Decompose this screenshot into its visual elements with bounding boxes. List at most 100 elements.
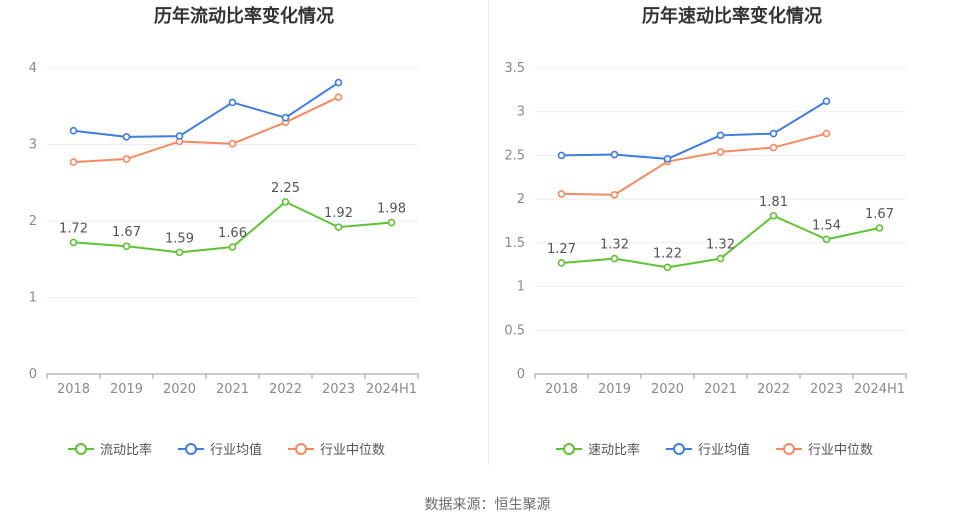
legend-item: 行业中位数 [776,443,873,458]
data-point [228,139,237,148]
x-tick-label: 2018 [545,382,578,397]
x-tick-label: 2020 [651,382,684,397]
legend-item: 行业均值 [178,442,262,458]
data-label: 1.22 [653,246,682,261]
data-point [387,218,396,227]
data-point [663,263,672,272]
data-point [69,158,78,166]
current-ratio-chart: 0 1 2 3 4 2018 2019 2020 2021 2022 2023 2024H1 1.72 1… [29,61,419,458]
data-point [334,93,343,101]
legend-label: 行业均值 [210,442,262,458]
x-tick-label: 2023 [810,382,843,397]
y-tick-label: 0.5 [504,323,525,338]
quick-ratio-chart: 0 0.5 1 1.5 2 2.5 3 3.5 2018 2019 2020 2021 2022 2023… [504,61,907,458]
data-point [875,224,884,232]
data-point [716,148,725,156]
legend-label: 行业均值 [698,442,750,458]
data-label: 1.67 [865,207,894,222]
legend-swatch-marker [783,443,795,455]
x-tick-label: 2019 [110,382,143,397]
data-point [334,223,343,231]
current-ratio-panel: 历年流动比率变化情况 0 1 2 3 4 2018 2019 2020 2021 2022 2023… [0,0,488,480]
data-label: 1.66 [218,226,247,241]
quick-ratio-panel: 历年速动比率变化情况 0 0.5 1 1.5 2 2.5 3 3.5 2018 2019 2020 2… [488,0,975,480]
data-point [716,131,725,140]
data-point [610,190,619,199]
data-label: 1.81 [759,195,788,210]
data-point [769,143,778,152]
data-point [822,129,831,138]
data-point [716,254,725,263]
y-tick-label: 3.5 [504,61,525,76]
data-point [69,238,78,247]
data-point [281,113,290,122]
series-line [561,100,828,160]
data-point [122,242,131,251]
data-point [228,243,237,251]
legend-item: 流动比率 [68,442,152,458]
y-tick-label: 3 [517,105,525,120]
data-point [663,155,672,163]
legend-swatch-marker [185,443,197,455]
legend-item: 行业均值 [666,442,750,458]
x-tick-label: 2019 [598,382,631,397]
x-tick-label: 2022 [757,382,790,397]
data-point [228,98,237,107]
chart-title: 历年流动比率变化情况 [154,6,334,27]
data-point [822,97,831,106]
data-label: 2.25 [271,181,300,196]
data-label: 1.27 [547,242,576,257]
legend-swatch-marker [563,443,575,455]
x-tick-label: 2024H1 [854,382,905,397]
y-tick-label: 0 [517,367,525,382]
y-tick-label: 1 [517,280,525,295]
data-label: 1.54 [812,218,841,233]
data-label: 1.92 [324,206,353,221]
x-tick-label: 2022 [269,382,302,397]
x-tick-label: 2021 [704,382,737,397]
legend-swatch-marker [295,443,307,455]
data-point [175,248,184,257]
data-label: 1.72 [59,221,88,236]
data-point [122,133,131,141]
x-tick-label: 2020 [163,382,196,397]
data-point [281,198,290,206]
legend-label: 行业中位数 [808,443,873,458]
data-point [610,150,619,159]
data-point [122,155,131,163]
data-source: 数据来源：恒生聚源 [424,497,551,513]
data-label: 1.32 [706,238,735,253]
x-tick-label: 2018 [57,382,90,397]
y-tick-label: 2 [517,192,525,207]
data-label: 1.59 [165,231,194,246]
data-point [557,259,566,267]
y-tick-label: 3 [29,138,37,153]
legend-item: 行业中位数 [288,443,385,458]
data-point [334,78,343,87]
y-tick-label: 2.5 [504,148,525,163]
series-line [73,81,340,138]
y-tick-label: 1.5 [504,236,525,251]
y-tick-label: 1 [29,291,37,306]
data-label: 1.98 [377,202,406,217]
x-tick-label: 2024H1 [366,382,417,397]
legend-swatch-marker [673,443,685,455]
data-point [175,132,184,140]
legend-item: 速动比率 [556,442,640,458]
y-tick-label: 4 [29,61,37,76]
data-point [69,126,78,135]
chart-title: 历年速动比率变化情况 [642,6,822,27]
data-point [822,235,831,244]
legend-swatch-marker [75,443,87,455]
data-point [769,211,778,220]
legend-label: 速动比率 [588,442,640,458]
legend-label: 行业中位数 [320,443,385,458]
x-tick-label: 2021 [216,382,249,397]
data-point [769,129,778,138]
panel-divider [488,0,489,465]
y-tick-label: 0 [29,367,37,382]
data-label: 1.32 [600,238,629,253]
y-tick-label: 2 [29,214,37,229]
legend-label: 流动比率 [100,442,152,458]
